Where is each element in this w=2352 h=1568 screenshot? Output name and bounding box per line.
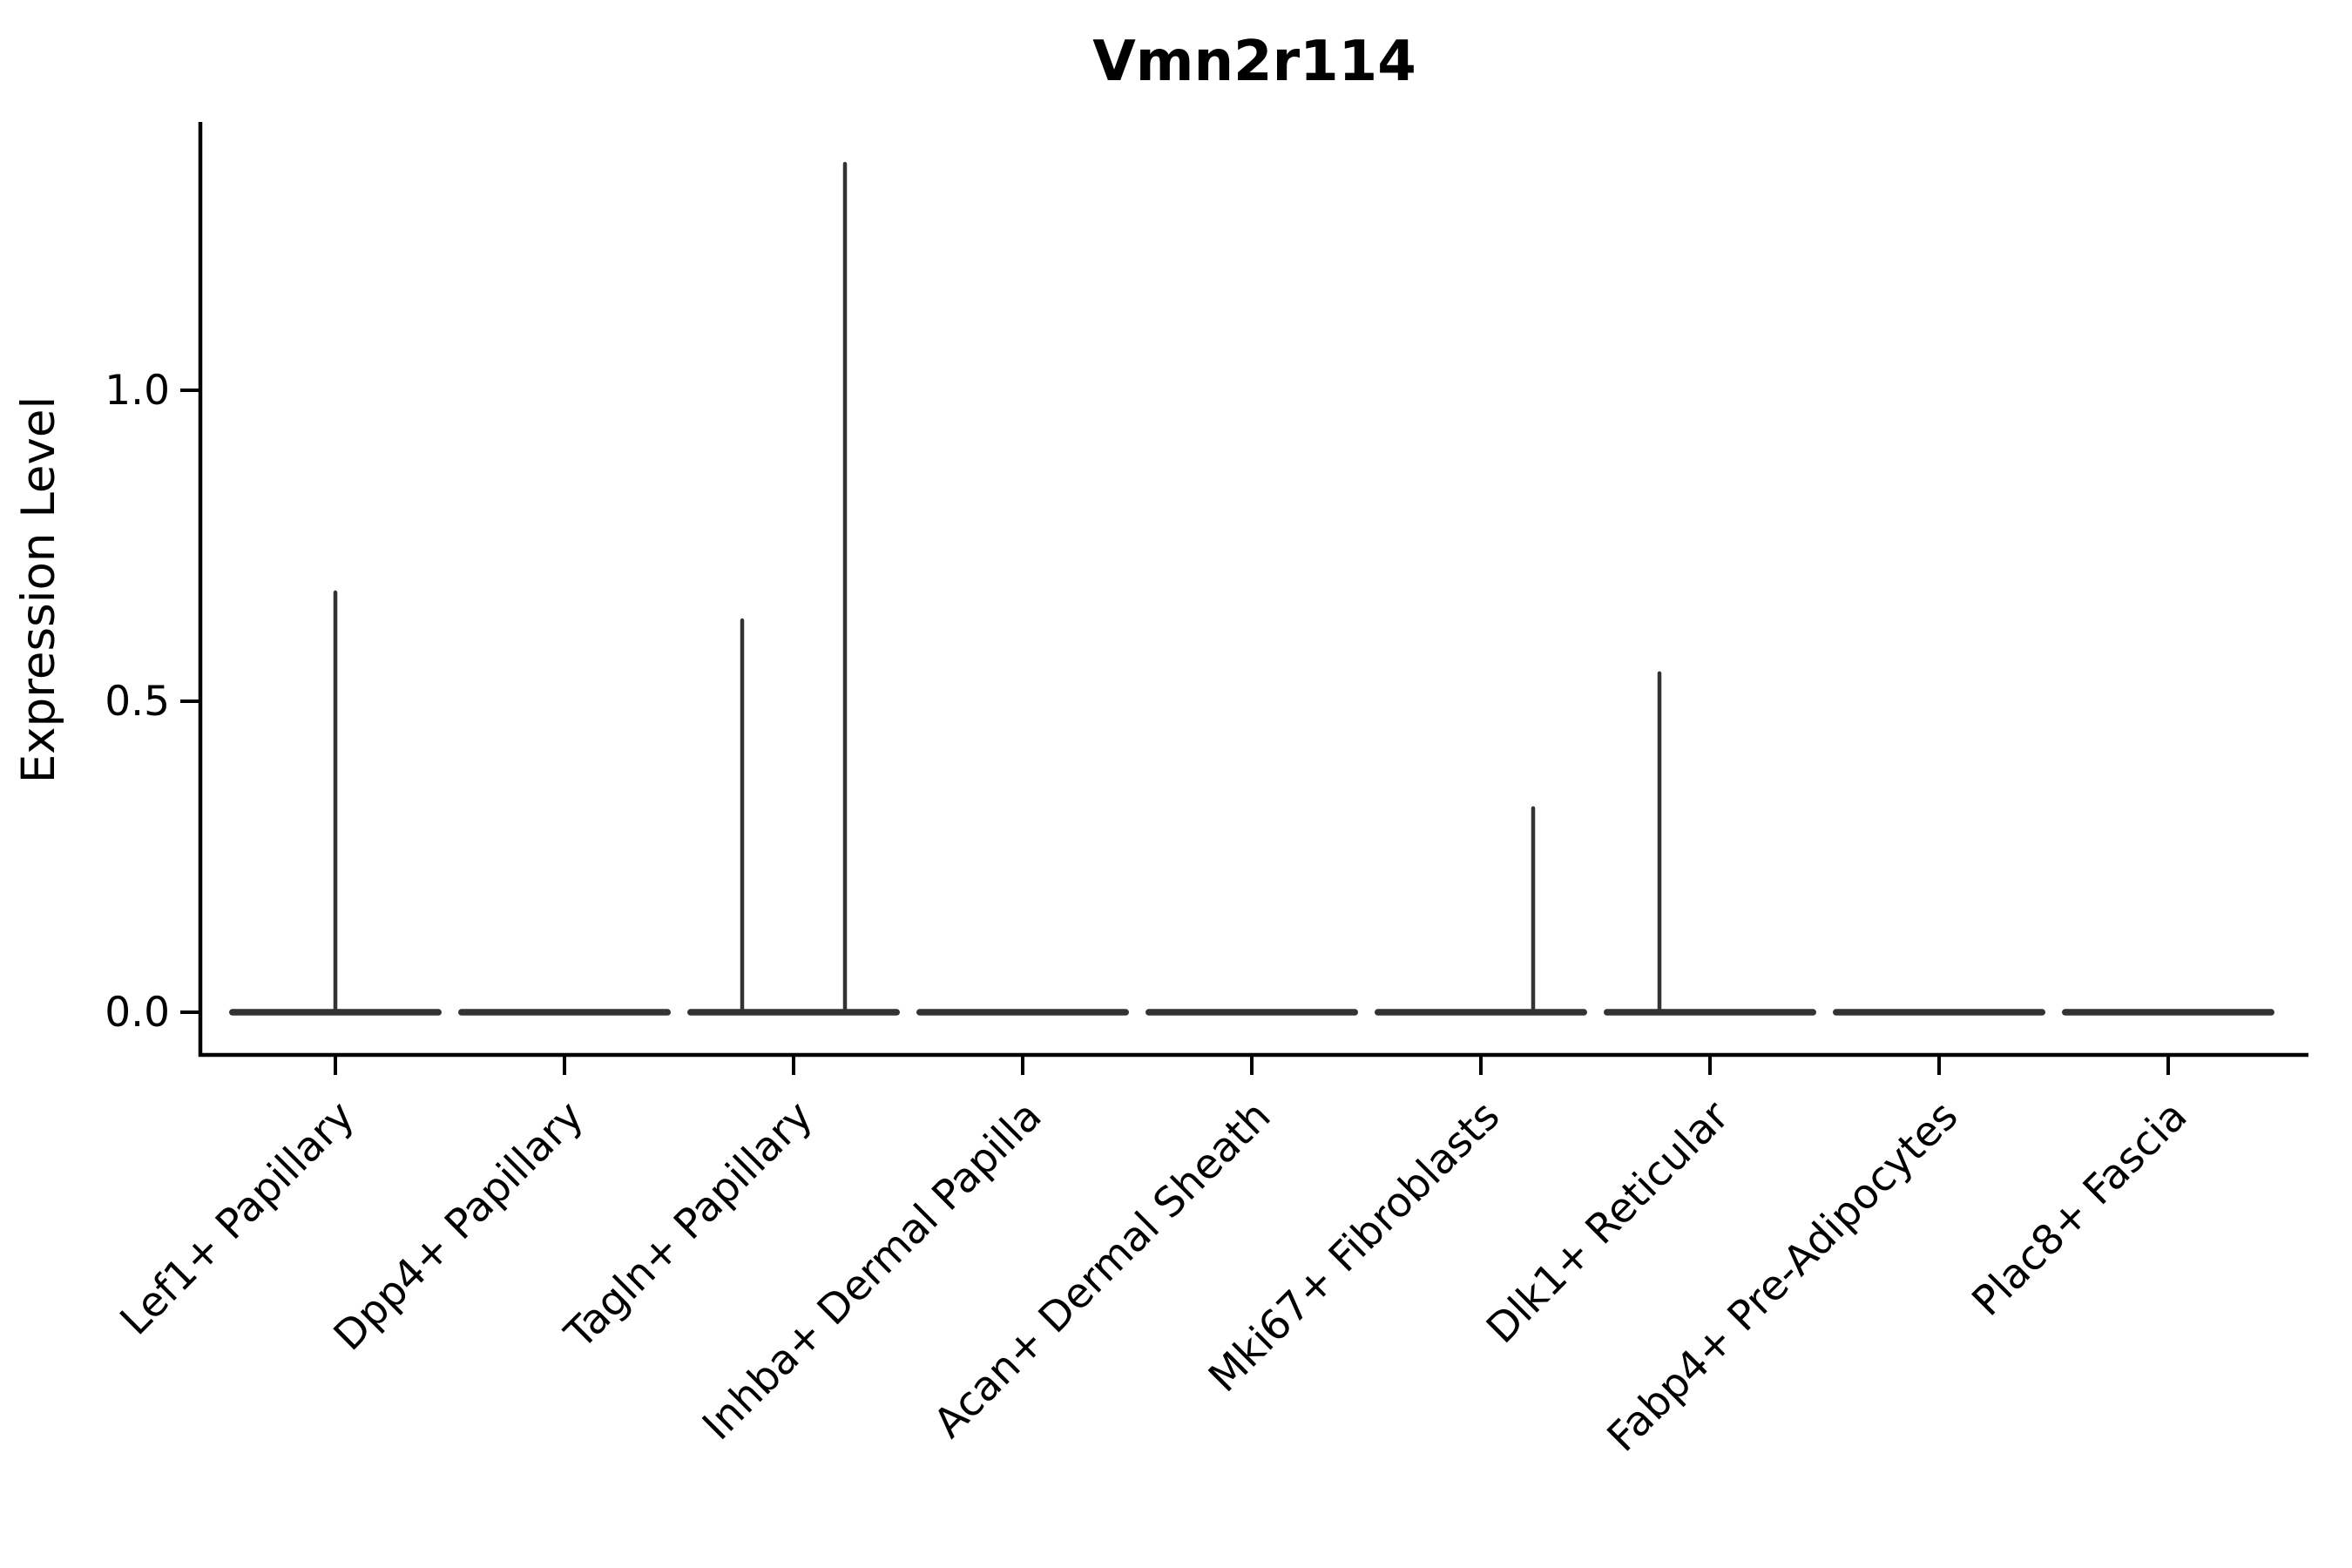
violin — [2062, 1009, 2274, 1016]
violin-body — [1146, 1009, 1358, 1016]
violin — [1604, 671, 1816, 1016]
y-tick-label: 0.5 — [105, 678, 170, 726]
violin — [1375, 806, 1587, 1016]
y-axis-label: Expression Level — [12, 396, 65, 783]
violin-body — [1375, 1009, 1587, 1016]
violin — [916, 1009, 1129, 1016]
plot-title: Vmn2r114 — [1092, 30, 1416, 94]
violin-body — [916, 1009, 1129, 1016]
x-tick-label: Dlk1+ Reticular — [1477, 1092, 1739, 1353]
violins — [229, 161, 2274, 1016]
violin — [687, 161, 900, 1016]
x-tick-label: Plac8+ Fascia — [1963, 1092, 2197, 1326]
violin-body — [1604, 1009, 1816, 1016]
violin-body — [2062, 1009, 2274, 1016]
violin — [229, 590, 442, 1016]
x-tick-label: Tagln+ Papillary — [556, 1092, 822, 1359]
violin — [1833, 1009, 2045, 1016]
violin-body — [687, 1009, 900, 1016]
x-tick-label: Lef1+ Papillary — [112, 1092, 364, 1345]
violin — [1146, 1009, 1358, 1016]
violin — [458, 1009, 671, 1016]
y-tick-label: 1.0 — [105, 367, 170, 415]
violin-body — [458, 1009, 671, 1016]
y-tick-label: 0.0 — [105, 989, 170, 1037]
violin-body — [1833, 1009, 2045, 1016]
x-tick-label: Dpp4+ Papillary — [325, 1092, 593, 1361]
axis-spines — [198, 122, 2308, 1058]
